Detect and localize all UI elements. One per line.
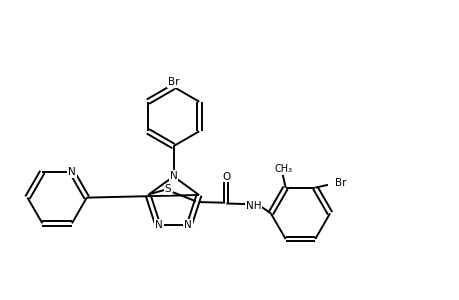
Text: N: N	[169, 171, 177, 181]
Text: N: N	[68, 167, 76, 177]
Text: Br: Br	[168, 77, 179, 87]
Text: Br: Br	[334, 178, 346, 188]
Text: S: S	[164, 184, 171, 194]
Text: O: O	[222, 172, 230, 182]
Text: CH₃: CH₃	[274, 164, 292, 174]
Text: N: N	[155, 220, 163, 230]
Text: N: N	[184, 220, 191, 230]
Text: NH: NH	[246, 201, 261, 211]
